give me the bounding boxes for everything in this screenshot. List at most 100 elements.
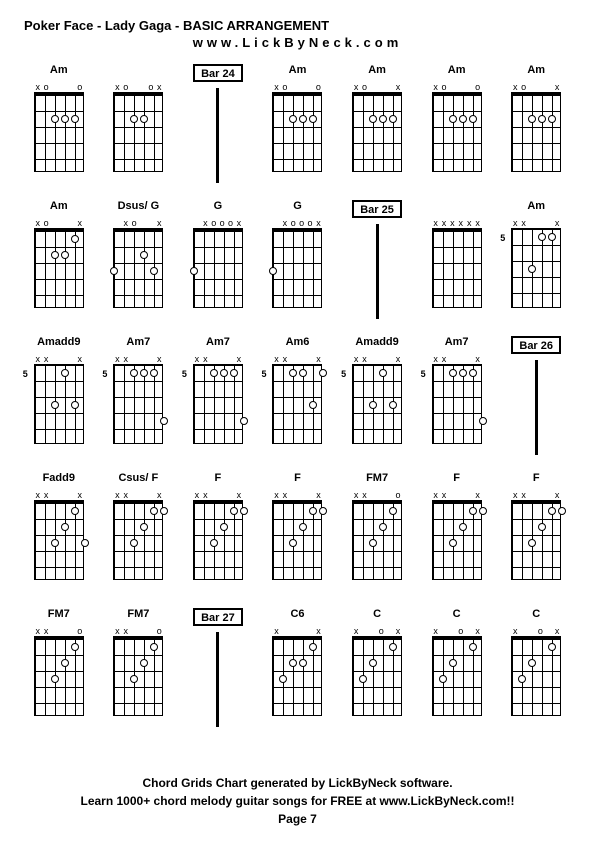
finger-dot xyxy=(359,675,367,683)
open-mute-markers: xxx xyxy=(432,490,482,500)
finger-dot xyxy=(130,115,138,123)
finger-dot xyxy=(130,539,138,547)
bar-marker-cell: Bar 27 xyxy=(183,608,253,738)
open-mute-markers: xxx xyxy=(511,490,561,500)
chord-label: Am xyxy=(368,64,386,80)
chord-label: Dsus/ G xyxy=(118,200,160,216)
finger-dot xyxy=(240,507,248,515)
finger-dot xyxy=(528,539,536,547)
chord-label: C6 xyxy=(290,608,304,624)
finger-dot xyxy=(548,643,556,651)
open-mute-markers: xoox xyxy=(113,82,163,92)
finger-dot xyxy=(389,643,397,651)
chord-cell: Fxxx xyxy=(263,472,333,602)
finger-dot xyxy=(71,643,79,651)
chord-label: F xyxy=(533,472,540,488)
fretboard xyxy=(432,92,482,172)
bar-marker-cell: Bar 26 xyxy=(501,336,571,466)
finger-dot xyxy=(319,507,327,515)
finger-dot xyxy=(61,369,69,377)
chord-cell: FM7xxo xyxy=(342,472,412,602)
finger-dot xyxy=(210,369,218,377)
finger-dot xyxy=(389,507,397,515)
finger-dot xyxy=(389,115,397,123)
finger-dot xyxy=(140,115,148,123)
chord-label: Am xyxy=(527,64,545,80)
finger-dot xyxy=(469,115,477,123)
finger-dot xyxy=(61,523,69,531)
fretboard xyxy=(113,636,163,716)
finger-dot xyxy=(140,523,148,531)
finger-dot xyxy=(459,369,467,377)
finger-dot xyxy=(61,251,69,259)
finger-dot xyxy=(140,251,148,259)
fretboard xyxy=(272,636,322,716)
header: Poker Face - Lady Gaga - BASIC ARRANGEME… xyxy=(24,18,571,50)
open-mute-markers: xox xyxy=(511,626,561,636)
fretboard: 5 xyxy=(352,364,402,444)
finger-dot xyxy=(130,369,138,377)
finger-dot xyxy=(289,369,297,377)
open-mute-markers: xox xyxy=(352,626,402,636)
fret-number: 5 xyxy=(102,369,107,379)
finger-dot xyxy=(389,401,397,409)
finger-dot xyxy=(479,507,487,515)
fretboard xyxy=(511,500,561,580)
chord-cell: Dsus/ Gxox xyxy=(104,200,174,330)
chord-label: Amadd9 xyxy=(37,336,80,352)
chord-cell: Amxoo xyxy=(263,64,333,194)
finger-dot xyxy=(309,507,317,515)
finger-dot xyxy=(538,233,546,241)
fretboard xyxy=(511,636,561,716)
finger-dot xyxy=(71,401,79,409)
finger-dot xyxy=(319,369,327,377)
chord-label: G xyxy=(214,200,223,216)
finger-dot xyxy=(309,401,317,409)
finger-dot xyxy=(140,369,148,377)
chord-cell: Amxxx5 xyxy=(501,200,571,330)
open-mute-markers: xxx xyxy=(272,490,322,500)
fretboard xyxy=(113,92,163,172)
finger-dot xyxy=(528,265,536,273)
finger-dot xyxy=(71,115,79,123)
fret-number: 5 xyxy=(182,369,187,379)
finger-dot xyxy=(71,507,79,515)
chord-label: Am xyxy=(289,64,307,80)
open-mute-markers: xxo xyxy=(113,626,163,636)
open-mute-markers: xxxxxx xyxy=(432,218,482,228)
open-mute-markers: xx xyxy=(272,626,322,636)
chord-cell: Am6xxx5 xyxy=(263,336,333,466)
chord-cell: Amxox xyxy=(24,200,94,330)
chord-cell: Amxoo xyxy=(422,64,492,194)
chord-cell: FM7xxo xyxy=(104,608,174,738)
finger-dot xyxy=(51,115,59,123)
finger-dot xyxy=(289,115,297,123)
chord-cell: Amxoo xyxy=(24,64,94,194)
chord-label: Amadd9 xyxy=(355,336,398,352)
fretboard: 5 xyxy=(113,364,163,444)
chord-cell: xoox xyxy=(104,64,174,194)
footer-line-3: Page 7 xyxy=(0,810,595,828)
chord-cell: Am7xxx5 xyxy=(183,336,253,466)
bar-label: Bar 25 xyxy=(352,200,402,218)
finger-dot xyxy=(150,369,158,377)
finger-dot xyxy=(309,643,317,651)
bar-marker-cell: Bar 25 xyxy=(342,200,412,330)
finger-dot xyxy=(220,523,228,531)
open-mute-markers: xox xyxy=(352,82,402,92)
chord-cell: Cxox xyxy=(422,608,492,738)
fret-number: 5 xyxy=(500,233,505,243)
chord-cell: Fadd9xxx xyxy=(24,472,94,602)
chord-label: Am6 xyxy=(286,336,310,352)
chord-label: F xyxy=(453,472,460,488)
chord-label: C xyxy=(453,608,461,624)
finger-dot xyxy=(150,643,158,651)
chord-cell: Amadd9xxx5 xyxy=(342,336,412,466)
finger-dot xyxy=(528,659,536,667)
fretboard xyxy=(34,92,84,172)
bar-label: Bar 24 xyxy=(193,64,243,82)
chord-cell: Fxxx xyxy=(183,472,253,602)
chord-label: G xyxy=(293,200,302,216)
finger-dot xyxy=(289,659,297,667)
open-mute-markers: xox xyxy=(432,626,482,636)
